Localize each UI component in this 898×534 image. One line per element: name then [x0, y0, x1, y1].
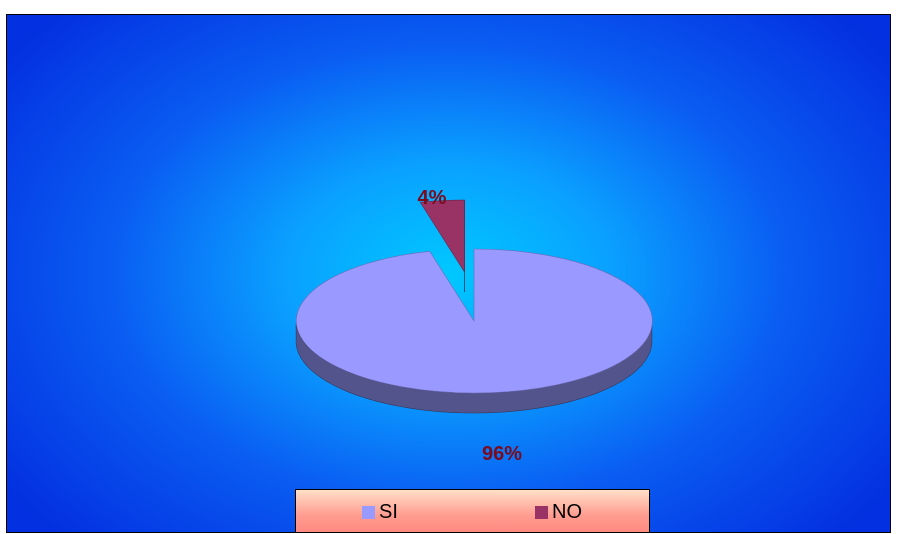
pie-slice-si	[296, 248, 653, 394]
legend-item-si: SI	[362, 501, 398, 524]
legend-swatch-si	[362, 506, 375, 519]
legend-label-no: NO	[552, 501, 582, 523]
data-label-no: 4%	[417, 187, 447, 209]
legend-label-si: SI	[379, 501, 398, 523]
legend-swatch-no	[535, 506, 548, 519]
data-label-si: 96%	[481, 443, 523, 465]
pie-chart	[295, 199, 653, 414]
pie-slice-no	[419, 199, 465, 274]
legend-item-no: NO	[535, 501, 582, 524]
chart-area: 4% 96% SI NO	[6, 14, 891, 533]
legend: SI NO	[295, 489, 650, 532]
